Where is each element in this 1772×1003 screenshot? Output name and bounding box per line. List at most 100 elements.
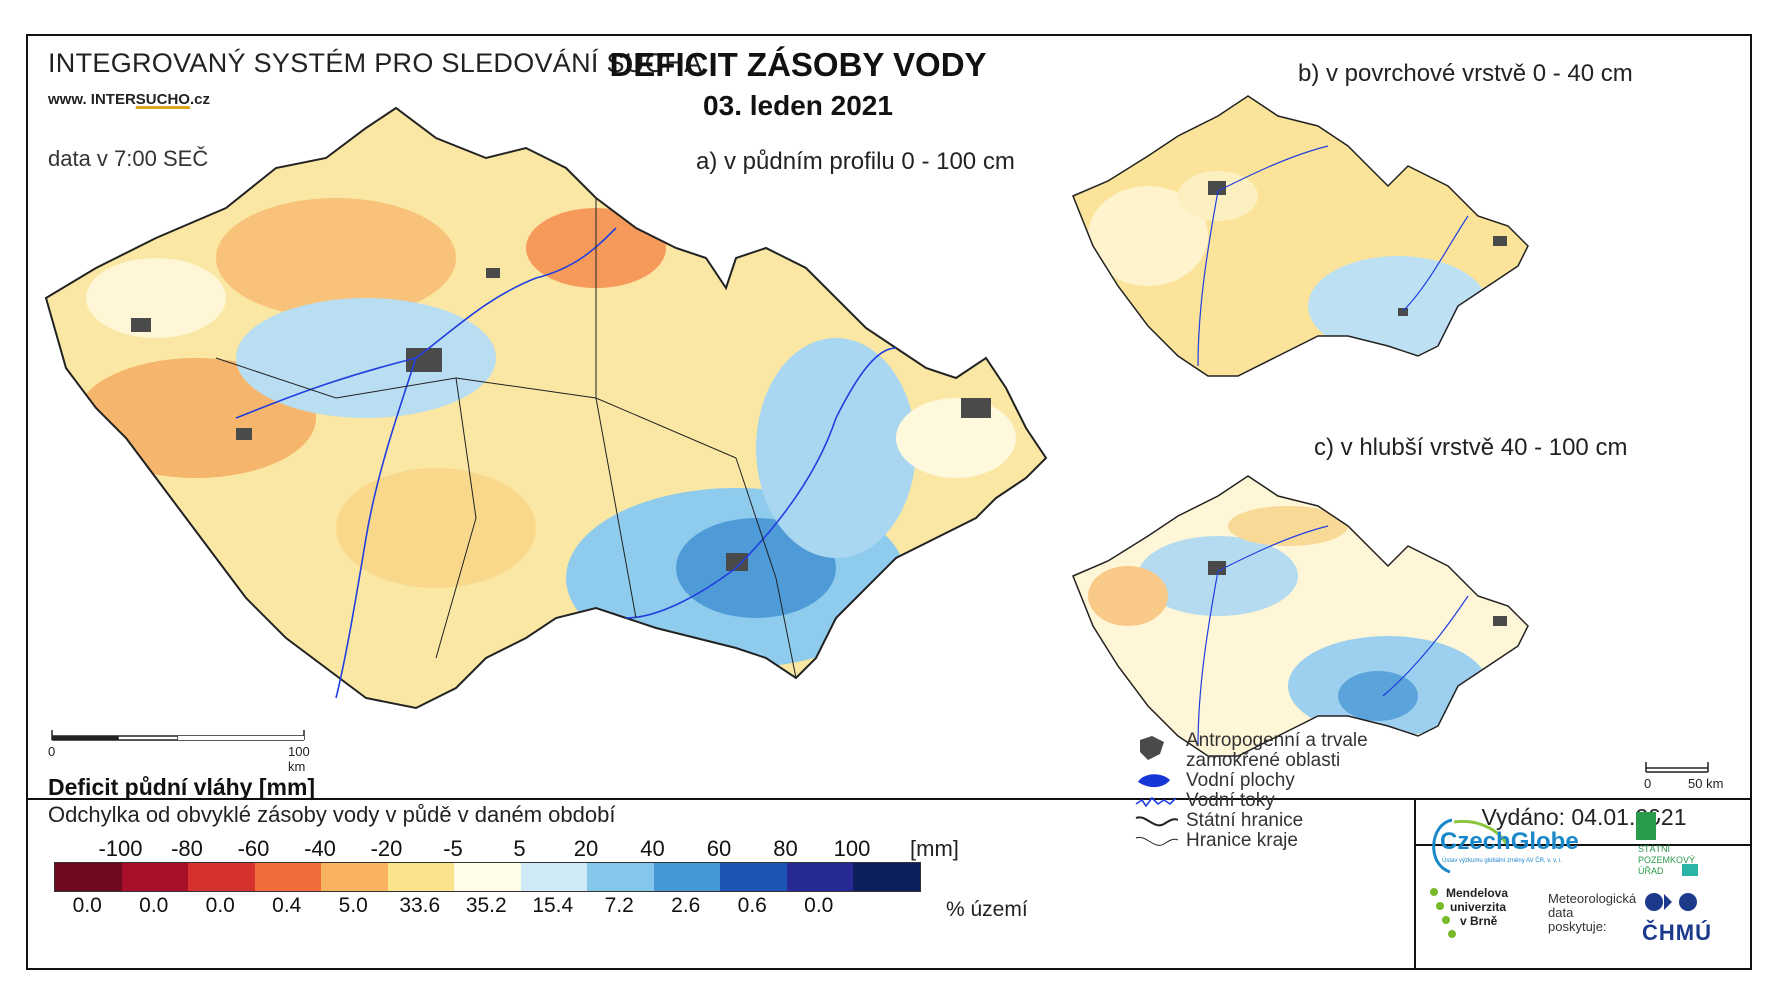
scale-bar-main: 0 100 km xyxy=(48,726,328,774)
legend-swatch-11 xyxy=(786,863,853,891)
czechglobe-subtext: Ústav výzkumu globální změny AV ČR, v. v… xyxy=(1442,858,1563,864)
divider-vertical xyxy=(1414,798,1416,970)
czechglobe-logo: CzechGlobe Ústav výzkumu globální změny … xyxy=(1422,814,1582,878)
legend-pct-0: 0.0 xyxy=(72,894,102,917)
map-a-label: a) v půdním profilu 0 - 100 cm xyxy=(696,148,1015,175)
met-text-2: data xyxy=(1548,905,1574,920)
legend-swatch-5 xyxy=(387,863,454,891)
legend-pct-8: 7.2 xyxy=(604,894,634,917)
scale-main-end: 100 km xyxy=(288,744,310,774)
system-title: INTEGROVANÝ SYSTÉM PRO SLEDOVÁNÍ SUCHA xyxy=(48,48,703,78)
legend-tick-9: 60 xyxy=(706,836,732,861)
legend-pct-6: 35.2 xyxy=(465,894,507,917)
legend-urban-2: zamokřené oblasti xyxy=(1134,750,1494,771)
legend-water: Vodní plochy xyxy=(1134,770,1494,791)
legend-pct-2: 0.0 xyxy=(205,894,235,917)
legend-state-border-label: Státní hranice xyxy=(1186,810,1304,831)
scale-bar-small: 0 50 km xyxy=(1644,758,1744,798)
legend-pct-10: 0.6 xyxy=(737,894,767,917)
water-body-icon xyxy=(1138,774,1170,788)
map-frame: INTEGROVANÝ SYSTÉM PRO SLEDOVÁNÍ SUCHA w… xyxy=(26,34,1752,970)
river-icon xyxy=(1135,796,1177,808)
url-main: SUCHO xyxy=(135,91,190,108)
spu-text-2: POZEMKOVÝ xyxy=(1638,855,1696,865)
divider-issued xyxy=(1414,844,1752,846)
legend-tick-10: 80 xyxy=(773,836,798,861)
spu-logo: STÁTNÍ POZEMKOVÝ ÚŘAD xyxy=(1622,808,1712,888)
mendel-text-3: v Brně xyxy=(1460,914,1498,928)
legend-ticks: -100 -80 -60 -40 -20 -5 5 20 40 60 80 100 xyxy=(48,836,948,861)
legend-rivers: Vodní toky xyxy=(1134,790,1494,811)
spu-text-3: ÚŘAD xyxy=(1638,866,1664,876)
state-border-icon xyxy=(1135,816,1178,827)
legend-urban-label-2: zamokřené oblasti xyxy=(1186,750,1341,771)
legend-urban-label-1: Antropogenní a trvale xyxy=(1186,730,1368,751)
legend-swatch-0 xyxy=(55,863,122,891)
met-text-3: poskytuje: xyxy=(1548,919,1607,934)
legend-swatch-10 xyxy=(720,863,787,891)
legend-pct-4: 5.0 xyxy=(338,894,368,917)
urban-area-icon xyxy=(1140,736,1164,760)
legend-region-border: Hranice kraje xyxy=(1134,830,1494,851)
chmu-logo: ČHMÚ xyxy=(1642,886,1722,966)
legend-tick-1: -80 xyxy=(171,836,203,861)
scale-small-end: 50 km xyxy=(1688,776,1724,791)
legend-tick-6: 5 xyxy=(513,836,526,861)
region-border-icon xyxy=(1135,836,1178,846)
spu-text-1: STÁTNÍ xyxy=(1638,844,1671,854)
legend-tick-3: -40 xyxy=(304,836,336,861)
legend-tick-2: -60 xyxy=(237,836,270,861)
map-a-soil-profile xyxy=(44,106,1048,710)
legend-percentages: 0.0 0.0 0.0 0.4 5.0 33.6 35.2 15.4 7.2 2.6 0.6 0.0 xyxy=(48,894,948,918)
legend-unit-pct: % území xyxy=(946,898,1028,921)
met-text-1: Meteorologická xyxy=(1548,891,1637,906)
legend-pct-7: 15.4 xyxy=(532,894,574,917)
scale-main-start: 0 xyxy=(48,744,56,759)
legend-swatch-4 xyxy=(321,863,388,891)
legend-swatch-1 xyxy=(121,863,188,891)
legend-state-border: Státní hranice xyxy=(1134,810,1494,831)
legend-tick-4: -20 xyxy=(370,836,403,861)
map-c-label: c) v hlubší vrstvě 40 - 100 cm xyxy=(1314,434,1628,461)
legend-pct-3: 0.4 xyxy=(272,894,302,917)
legend-swatch-3 xyxy=(254,863,321,891)
legend-swatch-8 xyxy=(587,863,654,891)
legend-pct-9: 2.6 xyxy=(671,894,701,917)
legend-title: Deficit půdní vláhy [mm] xyxy=(48,774,316,800)
legend-swatch-6 xyxy=(454,863,521,891)
url-prefix: www. INTER xyxy=(48,91,136,108)
chmu-text: ČHMÚ xyxy=(1642,920,1712,945)
legend-swatch-12 xyxy=(853,863,920,891)
mendel-text: Mendelova univerzita v Brně xyxy=(1446,886,1508,928)
legend-subtitle: Odchylka od obvyklé zásoby vody v půdě v… xyxy=(48,802,616,827)
legend-pct-1: 0.0 xyxy=(139,894,169,917)
map-b-surface-layer xyxy=(1072,95,1529,377)
legend-rivers-label: Vodní toky xyxy=(1186,790,1275,811)
legend-water-label: Vodní plochy xyxy=(1186,770,1295,791)
legend-swatch-9 xyxy=(653,863,720,891)
legend-color-bar xyxy=(54,862,921,892)
legend-urban: Antropogenní a trvale xyxy=(1134,730,1494,760)
met-data-text: Meteorologická data poskytuje: xyxy=(1548,891,1637,934)
legend-pct-5: 33.6 xyxy=(399,894,441,917)
legend-tick-8: 40 xyxy=(640,836,665,861)
map-b-label: b) v povrchové vrstvě 0 - 40 cm xyxy=(1298,60,1633,87)
legend-tick-11: 100 xyxy=(833,836,871,861)
czechglobe-text: CzechGlobe xyxy=(1440,828,1579,855)
page-title: DEFICIT ZÁSOBY VODY xyxy=(609,46,987,83)
divider-horizontal xyxy=(28,798,1750,800)
legend-region-border-label: Hranice kraje xyxy=(1186,830,1298,851)
legend-unit-mm: [mm] xyxy=(910,836,959,861)
data-time: data v 7:00 SEČ xyxy=(48,146,209,171)
url-suffix: .cz xyxy=(189,91,210,108)
legend-tick-0: -100 xyxy=(98,836,143,861)
legend-tick-7: 20 xyxy=(573,836,599,861)
intersucho-url[interactable]: www. INTERSUCHO.cz xyxy=(48,91,210,108)
mendel-text-1: Mendelova xyxy=(1446,886,1509,900)
mendel-logo: Mendelova univerzita v Brně xyxy=(1428,884,1538,964)
spu-text: STÁTNÍ POZEMKOVÝ ÚŘAD xyxy=(1638,844,1695,877)
legend-swatch-7 xyxy=(520,863,587,891)
page-date: 03. leden 2021 xyxy=(703,90,893,121)
legend-swatch-2 xyxy=(188,863,255,891)
legend-tick-5: -5 xyxy=(443,836,463,861)
